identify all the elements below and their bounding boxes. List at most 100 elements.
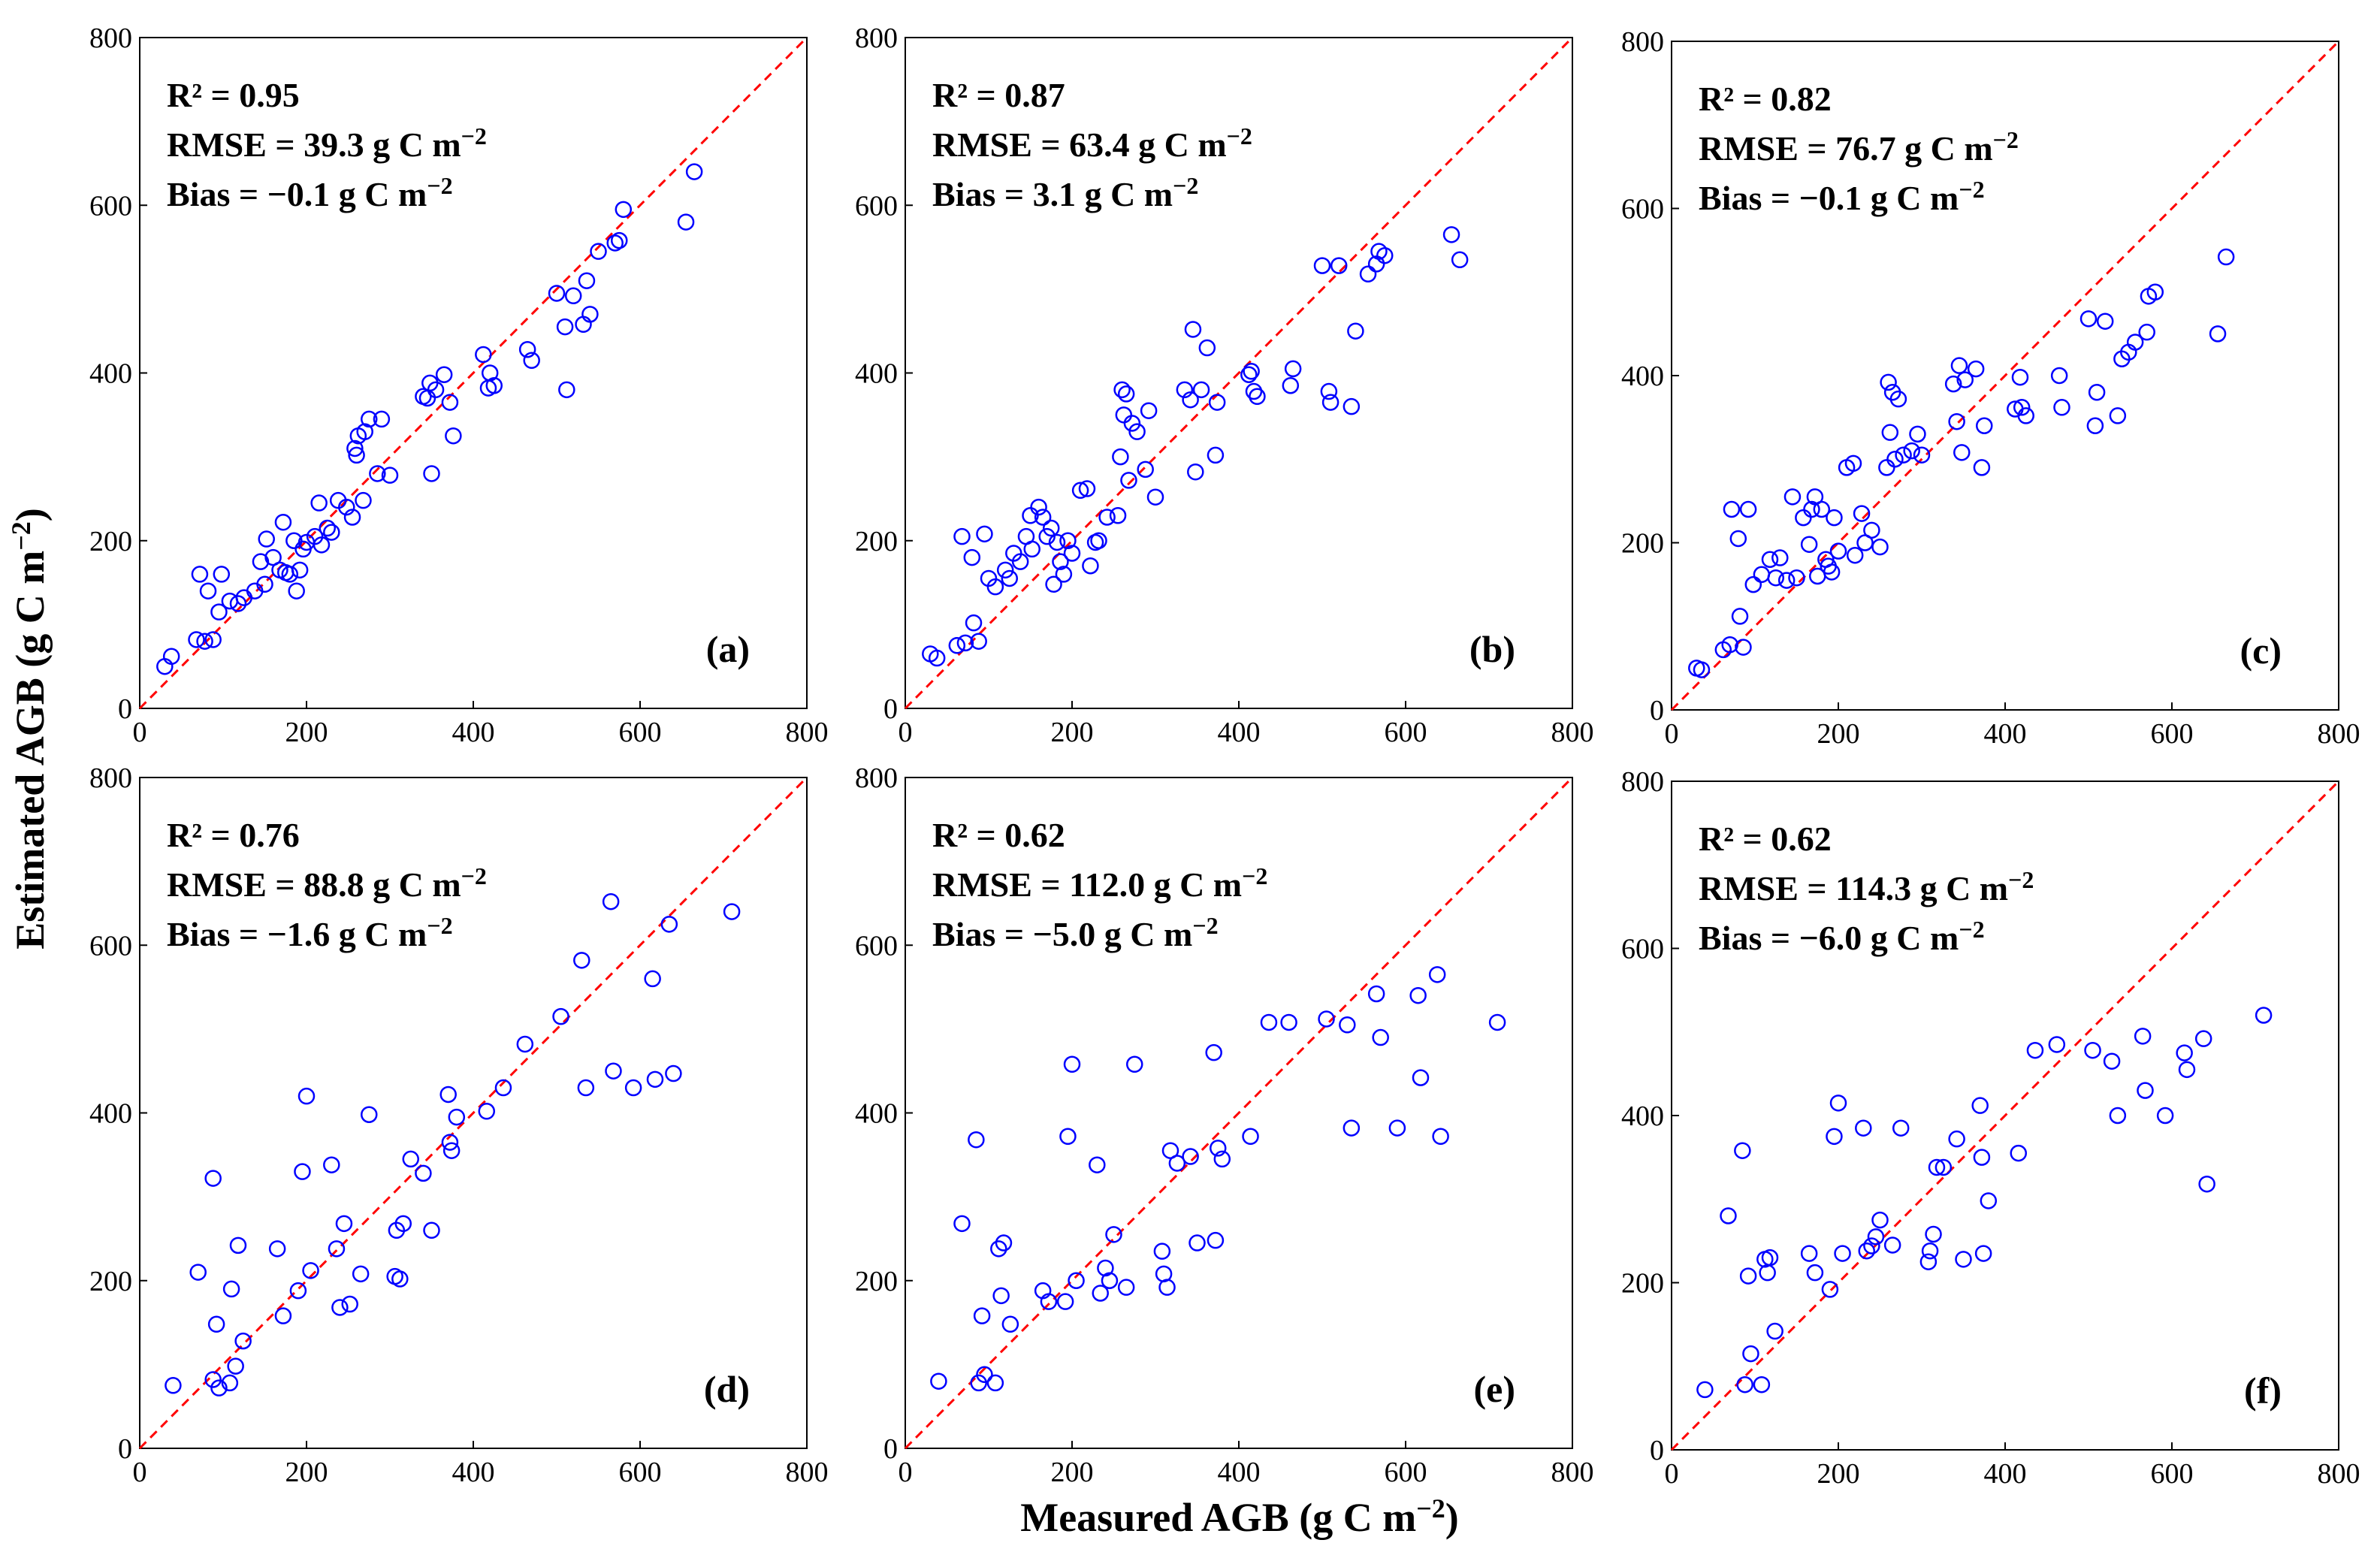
r2-annotation: R² = 0.62	[1699, 820, 1832, 858]
data-point	[442, 1142, 461, 1159]
data-point	[930, 1372, 947, 1390]
data-point	[1753, 566, 1771, 584]
data-point	[1071, 482, 1089, 500]
bias-annotation: Bias = −0.1 g C m−2	[167, 172, 453, 213]
identity-line	[904, 776, 1574, 1450]
data-point	[302, 1262, 319, 1279]
data-point	[2103, 1052, 2121, 1070]
x-tick-label: 0	[133, 717, 147, 748]
x-tick-label: 800	[1551, 717, 1594, 748]
data-point	[644, 970, 661, 988]
y-tick-label: 400	[855, 1098, 898, 1130]
data-point	[1117, 1279, 1135, 1296]
x-tick-label: 800	[1551, 1457, 1594, 1488]
data-point	[1693, 661, 1711, 678]
data-point	[2109, 407, 2127, 424]
y-tick-label: 200	[855, 526, 898, 557]
data-point	[1023, 540, 1040, 558]
x-tick-label: 200	[1051, 717, 1094, 748]
data-point	[1944, 375, 1962, 393]
data-point	[441, 394, 459, 411]
data-point	[665, 1064, 682, 1082]
data-point	[1123, 415, 1141, 432]
data-point	[1372, 1028, 1389, 1046]
data-point	[1388, 1119, 1406, 1137]
data-point	[1011, 553, 1029, 570]
x-axis-unit-exponent: −2	[1416, 1493, 1445, 1523]
y-tick-label: 200	[89, 526, 132, 557]
data-point	[970, 633, 987, 650]
data-point	[338, 498, 355, 516]
data-point	[343, 509, 361, 526]
data-point	[1030, 498, 1047, 516]
x-axis-title-text: Measured AGB (g C m	[1020, 1495, 1416, 1540]
y-tick-label: 200	[1621, 1268, 1664, 1300]
data-point	[1038, 527, 1056, 545]
data-point	[1128, 423, 1146, 440]
data-point	[1948, 412, 1965, 430]
y-tick-label: 0	[883, 1433, 898, 1465]
data-point	[352, 1265, 370, 1283]
data-point	[1321, 394, 1340, 411]
y-tick-label: 200	[89, 1266, 132, 1297]
data-point	[1731, 608, 1749, 625]
data-point	[1101, 1272, 1119, 1289]
data-point	[1935, 1158, 1953, 1176]
data-point	[2048, 1036, 2066, 1053]
data-point	[1834, 1245, 1851, 1262]
data-point	[204, 631, 222, 648]
data-point	[2011, 368, 2029, 386]
data-point	[274, 513, 292, 531]
data-point	[1001, 569, 1018, 587]
data-point	[1343, 397, 1361, 415]
data-point	[361, 410, 378, 428]
x-axis-title-close: )	[1445, 1495, 1459, 1540]
data-point	[581, 306, 599, 323]
data-point	[556, 318, 574, 336]
data-point	[423, 465, 440, 482]
data-point	[2088, 384, 2106, 401]
data-point	[1192, 381, 1210, 399]
data-point	[976, 525, 993, 543]
x-tick-label: 0	[899, 717, 913, 748]
data-point	[1198, 339, 1216, 357]
bias-annotation: Bias = −5.0 g C m−2	[932, 912, 1219, 953]
identity-line	[138, 776, 808, 1450]
panel-label: (d)	[704, 1368, 750, 1410]
data-point	[1092, 1285, 1109, 1302]
data-point	[1126, 1055, 1143, 1073]
data-point	[1367, 985, 1385, 1003]
data-point	[1240, 366, 1258, 383]
data-point	[2209, 325, 2227, 343]
data-point	[677, 213, 695, 231]
x-tick-label: 800	[2318, 718, 2360, 750]
data-point	[1913, 446, 1931, 463]
rmse-annotation: RMSE = 112.0 g C m−2	[932, 862, 1267, 904]
data-point	[204, 1170, 222, 1187]
data-point	[1347, 322, 1364, 340]
y-tick-label: 600	[89, 930, 132, 962]
y-tick-label: 400	[89, 1098, 132, 1130]
data-point	[1800, 536, 1818, 553]
data-point	[475, 346, 492, 364]
y-tick-label: 400	[1621, 361, 1664, 392]
data-point	[481, 364, 499, 382]
y-tick-label: 800	[1621, 26, 1664, 58]
data-point	[1853, 505, 1871, 522]
y-tick-label: 800	[89, 762, 132, 794]
data-point	[445, 427, 462, 445]
data-point	[1973, 459, 1991, 476]
data-point	[646, 1070, 664, 1088]
y-tick-label: 0	[1650, 1435, 1664, 1466]
x-tick-label: 200	[1817, 718, 1860, 750]
x-tick-label: 600	[1385, 1457, 1427, 1488]
data-point	[928, 649, 946, 667]
x-tick-label: 0	[1665, 718, 1679, 750]
data-point	[996, 561, 1014, 579]
data-point	[1284, 360, 1302, 378]
data-point	[1117, 385, 1135, 403]
data-point	[956, 634, 974, 652]
x-tick-label: 600	[619, 717, 662, 748]
data-point	[402, 1150, 419, 1168]
